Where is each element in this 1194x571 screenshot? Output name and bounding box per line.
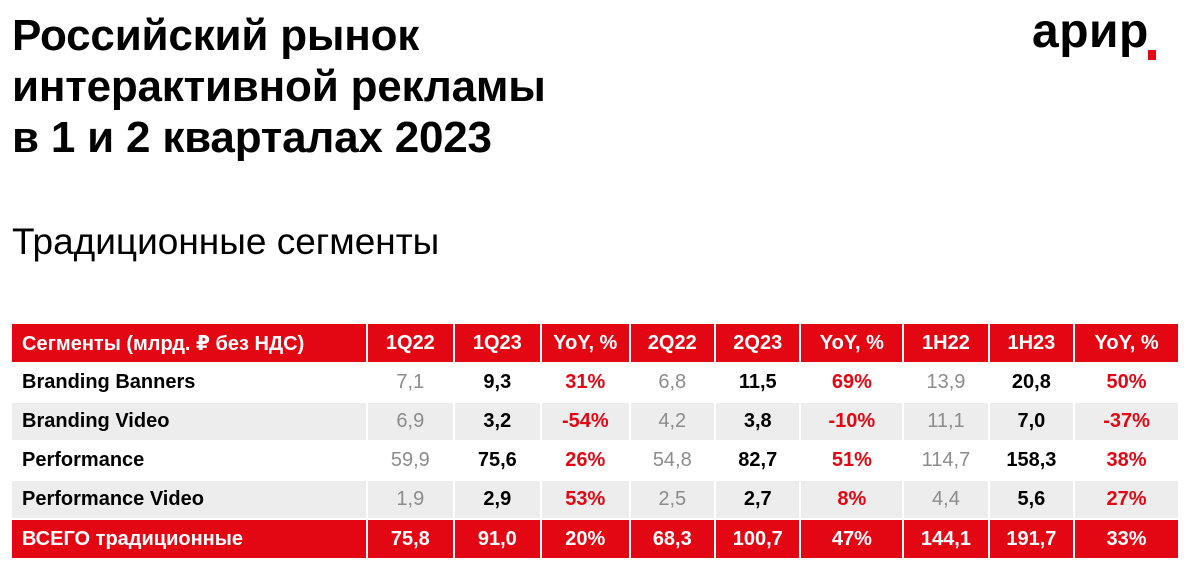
segment-name: Performance Video — [12, 480, 369, 520]
total-row: ВСЕГО традиционные 75,8 91,0 20% 68,3 10… — [12, 519, 1178, 558]
total-cell: 191,7 — [988, 519, 1076, 558]
segment-name: Performance — [12, 441, 369, 481]
section-subtitle: Традиционные сегменты — [12, 221, 440, 262]
title-line-1: Российский рынок — [12, 11, 420, 60]
yoy-cell: 50% — [1074, 363, 1178, 403]
table-cell: 11,5 — [715, 363, 802, 403]
table-cell: 9,3 — [453, 363, 543, 403]
yoy-cell: 69% — [800, 363, 905, 403]
table-cell: 7,1 — [367, 363, 455, 403]
yoy-cell: 53% — [541, 480, 631, 520]
yoy-cell: -54% — [541, 402, 631, 442]
yoy-cell: 27% — [1074, 480, 1178, 520]
table-cell: 11,1 — [903, 402, 990, 442]
table-cell: 4,4 — [903, 480, 990, 520]
table-cell: 75,6 — [453, 441, 543, 481]
total-label: ВСЕГО традиционные — [12, 519, 369, 558]
total-cell: 144,1 — [903, 519, 990, 558]
title-line-2: интерактивной рекламы — [12, 62, 546, 111]
segment-name: Branding Video — [12, 402, 369, 442]
table-header-row: Сегменты (млрд. ₽ без НДС) 1Q22 1Q23 YoY… — [12, 324, 1178, 364]
logo-text: арир — [1032, 5, 1149, 58]
yoy-cell: -37% — [1074, 402, 1178, 442]
column-header-1q22: 1Q22 — [367, 324, 455, 364]
table-cell: 7,0 — [988, 402, 1076, 442]
column-header-2q22: 2Q22 — [629, 324, 717, 364]
table-row: Performance Video 1,9 2,9 53% 2,5 2,7 8%… — [12, 480, 1178, 520]
column-header-yoy-h1: YoY, % — [1074, 324, 1178, 364]
logo-red-mark — [1148, 50, 1156, 60]
total-cell: 91,0 — [453, 519, 543, 558]
yoy-cell: 31% — [541, 363, 631, 403]
column-header-1h23: 1H23 — [988, 324, 1076, 364]
table-cell: 158,3 — [988, 441, 1076, 481]
market-table-container: Сегменты (млрд. ₽ без НДС) 1Q22 1Q23 YoY… — [12, 324, 1178, 558]
table-cell: 59,9 — [367, 441, 455, 481]
table-cell: 2,7 — [715, 480, 802, 520]
arir-logo: арир — [1032, 6, 1182, 64]
table-cell: 3,2 — [453, 402, 543, 442]
table-cell: 2,9 — [453, 480, 543, 520]
total-yoy-cell: 47% — [800, 519, 905, 558]
table-cell: 3,8 — [715, 402, 802, 442]
column-header-1h22: 1H22 — [903, 324, 990, 364]
column-header-yoy-q2: YoY, % — [800, 324, 905, 364]
total-cell: 68,3 — [629, 519, 717, 558]
table-cell: 4,2 — [629, 402, 717, 442]
table-row: Performance 59,9 75,6 26% 54,8 82,7 51% … — [12, 441, 1178, 481]
segment-name: Branding Banners — [12, 363, 369, 403]
table-cell: 5,6 — [988, 480, 1076, 520]
column-header-yoy-q1: YoY, % — [541, 324, 631, 364]
yoy-cell: 26% — [541, 441, 631, 481]
table-cell: 82,7 — [715, 441, 802, 481]
table-cell: 114,7 — [903, 441, 990, 481]
yoy-cell: 51% — [800, 441, 905, 481]
title-line-3: в 1 и 2 кварталах 2023 — [12, 113, 492, 162]
yoy-cell: 8% — [800, 480, 905, 520]
table-cell: 6,9 — [367, 402, 455, 442]
page-title: Российский рынок интерактивной рекламы в… — [12, 10, 546, 163]
yoy-cell: -10% — [800, 402, 905, 442]
table-cell: 13,9 — [903, 363, 990, 403]
table-cell: 1,9 — [367, 480, 455, 520]
column-header-segments: Сегменты (млрд. ₽ без НДС) — [12, 324, 369, 364]
total-yoy-cell: 33% — [1074, 519, 1178, 558]
total-yoy-cell: 20% — [541, 519, 631, 558]
table-cell: 6,8 — [629, 363, 717, 403]
total-cell: 75,8 — [367, 519, 455, 558]
column-header-1q23: 1Q23 — [453, 324, 543, 364]
market-table: Сегменты (млрд. ₽ без НДС) 1Q22 1Q23 YoY… — [12, 324, 1178, 558]
table-cell: 2,5 — [629, 480, 717, 520]
column-header-2q23: 2Q23 — [715, 324, 802, 364]
yoy-cell: 38% — [1074, 441, 1178, 481]
table-cell: 54,8 — [629, 441, 717, 481]
table-cell: 20,8 — [988, 363, 1076, 403]
table-row: Branding Video 6,9 3,2 -54% 4,2 3,8 -10%… — [12, 402, 1178, 442]
table-row: Branding Banners 7,1 9,3 31% 6,8 11,5 69… — [12, 363, 1178, 403]
total-cell: 100,7 — [715, 519, 802, 558]
